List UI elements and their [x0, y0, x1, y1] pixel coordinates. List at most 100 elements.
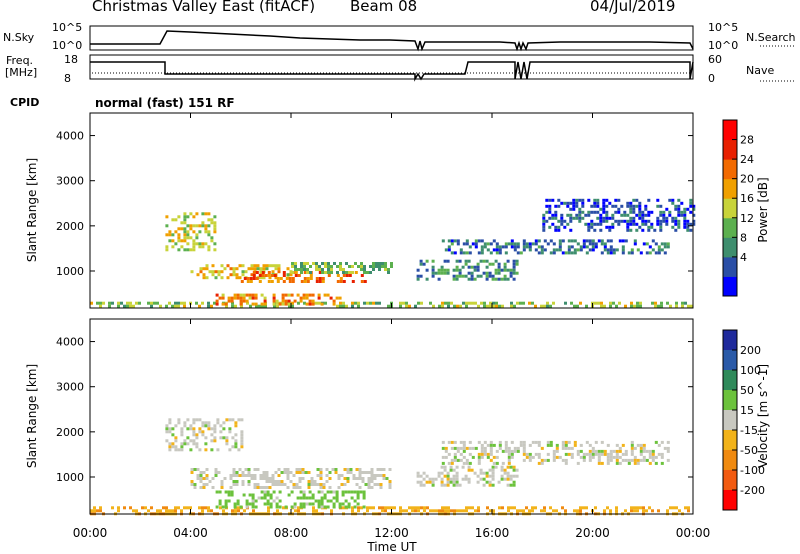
data-cell [201, 242, 205, 246]
data-cell [545, 204, 549, 208]
data-cell [168, 430, 172, 434]
data-cell [171, 239, 175, 243]
data-cell [135, 301, 138, 305]
data-cell [626, 219, 630, 223]
data-cell [468, 245, 472, 249]
data-cell [674, 219, 678, 223]
data-cell [513, 248, 517, 252]
data-cell [596, 216, 600, 220]
data-cell [315, 280, 319, 283]
data-cell [213, 430, 217, 434]
data-cell [318, 277, 322, 280]
data-cell [231, 436, 235, 440]
data-cell [588, 239, 592, 243]
data-cell [327, 265, 330, 268]
data-cell [174, 436, 178, 440]
data-cell [606, 251, 610, 255]
data-cell [190, 468, 194, 471]
data-cell [636, 443, 640, 447]
data-cell [277, 480, 281, 483]
data-cell [446, 477, 450, 481]
data-cell [324, 271, 327, 274]
data-cell [479, 468, 483, 472]
velocity-cbar-label: Velocity [m s^-1] [756, 364, 770, 468]
data-cell [361, 471, 365, 474]
data-cell [320, 496, 324, 500]
data-cell [325, 468, 329, 471]
data-cell [236, 499, 240, 503]
data-cell [440, 268, 444, 272]
data-cell [540, 248, 544, 252]
data-cell [651, 455, 655, 459]
data-cell [316, 468, 320, 471]
data-cell [266, 499, 270, 503]
data-cell [250, 267, 254, 271]
data-cell [621, 239, 625, 243]
data-cell [346, 477, 350, 480]
data-cell [525, 455, 529, 459]
data-cell [345, 274, 349, 277]
data-cell [510, 452, 514, 456]
data-cell [450, 239, 454, 243]
data-cell [245, 505, 249, 509]
x-tick-label: 00:00 [73, 526, 108, 540]
data-cell [486, 455, 490, 459]
data-cell [456, 458, 460, 462]
data-cell [308, 302, 312, 306]
data-cell [612, 301, 615, 305]
data-cell [190, 471, 194, 474]
data-cell [446, 271, 450, 275]
data-cell [510, 245, 514, 249]
data-cell [575, 216, 579, 220]
data-cell [295, 486, 299, 489]
data-cell [642, 443, 646, 447]
data-cell [627, 251, 631, 255]
data-cell [272, 296, 276, 300]
data-cell [280, 480, 284, 483]
data-cell [227, 296, 231, 300]
data-cell [440, 271, 444, 275]
data-cell [361, 480, 365, 483]
data-cell [207, 224, 211, 228]
data-cell [447, 461, 451, 465]
data-cell [452, 468, 456, 472]
data-cell [239, 296, 243, 300]
data-cell [419, 474, 423, 478]
data-cell [298, 471, 302, 474]
data-cell [548, 198, 552, 202]
data-cell [228, 418, 232, 422]
data-cell [205, 267, 209, 271]
data-cell [465, 304, 468, 308]
data-cell [554, 225, 558, 229]
data-cell [489, 440, 493, 444]
data-cell [388, 480, 392, 483]
data-cell [588, 455, 592, 459]
data-cell [312, 509, 315, 513]
data-cell [483, 242, 487, 246]
data-cell [242, 296, 246, 300]
data-cell [551, 222, 555, 226]
data-cell [506, 471, 510, 475]
data-cell [399, 301, 402, 305]
data-cell [336, 280, 340, 283]
data-cell [273, 304, 276, 308]
data-cell [431, 274, 435, 278]
data-cell [310, 477, 314, 480]
data-cell [117, 506, 120, 510]
data-cell [477, 239, 481, 243]
data-cell [186, 248, 190, 252]
data-cell [319, 468, 323, 471]
data-cell [247, 480, 251, 483]
data-cell [639, 458, 643, 462]
data-cell [332, 502, 336, 506]
data-cell [211, 264, 215, 268]
data-cell [609, 509, 612, 513]
data-cell [443, 465, 447, 469]
data-cell [198, 245, 202, 249]
data-cell [507, 242, 511, 246]
data-cell [254, 293, 258, 297]
data-cell [453, 458, 457, 462]
data-cell [452, 474, 456, 478]
data-cell [363, 280, 367, 283]
data-cell [461, 274, 465, 278]
